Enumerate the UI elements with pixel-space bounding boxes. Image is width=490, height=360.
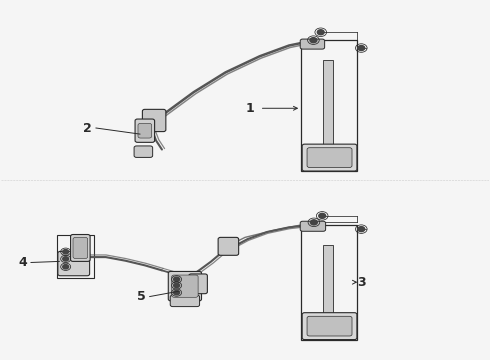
FancyBboxPatch shape xyxy=(134,146,153,157)
Bar xyxy=(301,40,357,171)
FancyBboxPatch shape xyxy=(168,271,201,301)
Circle shape xyxy=(358,226,365,231)
FancyBboxPatch shape xyxy=(302,313,357,339)
Bar xyxy=(57,234,94,278)
Circle shape xyxy=(319,213,326,219)
Circle shape xyxy=(310,38,317,42)
Circle shape xyxy=(63,265,69,269)
FancyBboxPatch shape xyxy=(73,237,88,258)
Circle shape xyxy=(358,45,365,50)
FancyBboxPatch shape xyxy=(218,237,239,255)
FancyBboxPatch shape xyxy=(138,123,152,138)
Text: 5: 5 xyxy=(137,290,146,303)
FancyBboxPatch shape xyxy=(307,316,352,336)
Bar xyxy=(322,244,333,316)
Bar xyxy=(301,225,357,339)
Circle shape xyxy=(63,249,69,254)
Text: 2: 2 xyxy=(83,122,92,135)
FancyBboxPatch shape xyxy=(135,119,155,142)
FancyBboxPatch shape xyxy=(58,251,90,276)
Circle shape xyxy=(63,257,69,261)
Circle shape xyxy=(311,220,318,225)
Circle shape xyxy=(173,277,179,282)
Bar xyxy=(322,60,333,148)
Text: 3: 3 xyxy=(357,276,366,289)
Circle shape xyxy=(173,283,179,288)
FancyBboxPatch shape xyxy=(300,221,326,231)
FancyBboxPatch shape xyxy=(170,295,199,307)
Text: 1: 1 xyxy=(246,102,255,115)
FancyBboxPatch shape xyxy=(71,234,90,261)
Text: 4: 4 xyxy=(18,256,27,269)
FancyBboxPatch shape xyxy=(307,148,352,167)
Circle shape xyxy=(173,291,179,295)
FancyBboxPatch shape xyxy=(172,275,198,297)
FancyBboxPatch shape xyxy=(143,109,166,132)
FancyBboxPatch shape xyxy=(302,144,357,171)
FancyBboxPatch shape xyxy=(300,39,325,49)
FancyBboxPatch shape xyxy=(189,274,207,294)
Circle shape xyxy=(318,30,324,35)
